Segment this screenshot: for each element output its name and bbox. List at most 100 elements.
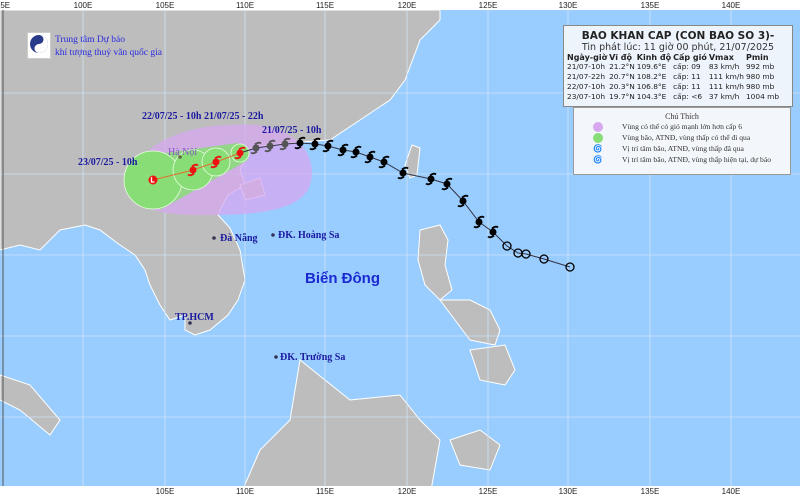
table-cell: 111 km/h: [708, 72, 744, 81]
axis-tick-label: 130E: [558, 487, 578, 496]
table-cell: 21/07-10h: [567, 62, 606, 71]
table-cell: cấp: 11: [673, 72, 701, 81]
past-storm-icon: [443, 180, 451, 188]
past-storm-icon: [459, 197, 467, 205]
table-cell: 20.3°N: [609, 82, 635, 91]
org-line2: khí tượng thuỷ văn quốc gia: [55, 48, 163, 58]
past-storm-icon-arm: [294, 136, 306, 150]
forecast-storm-icon-arm: [210, 155, 222, 169]
forecast-storm-icon-arm: [234, 146, 246, 160]
past-storm-icon: [380, 158, 388, 166]
hoangsa-marker: [271, 233, 275, 237]
organization-name: Trung tâm Dự báo khí tượng thuỷ văn quốc …: [55, 34, 162, 60]
forecast-track-line: [152, 152, 241, 181]
low-pressure-marker: [513, 248, 523, 258]
time-label: 21/07/25 - 10h: [262, 125, 322, 136]
past-storm-icon: [427, 175, 435, 183]
table-cell: 108.2°E: [636, 72, 667, 81]
axis-tick-label: 100E: [73, 1, 93, 10]
forecast-table: Ngày-giờ Vĩ độ Kinh độ Cấp gió Vmax Pmin 21/07…: [567, 53, 781, 102]
table-cell: 21.2°N: [609, 62, 635, 71]
axis-tick-label: 115E: [315, 487, 335, 496]
forecast-storm-icon: [189, 166, 197, 174]
legend-item: Vùng có thể có gió mạnh lớn hơn cấp 6: [574, 121, 790, 132]
nchmf-logo: [27, 32, 51, 59]
time-label: 22/07/25 - 10h: [142, 111, 202, 122]
danang-marker: [212, 236, 216, 240]
hanoi-marker: [178, 155, 182, 159]
hcm-marker: [188, 321, 192, 325]
axis-tick-label: 105E: [155, 487, 175, 496]
table-row: 23/07-10h 19.7°N 104.3°E cấp: <6 37 km/h 1004…: [567, 92, 781, 102]
past-storm-icon: [266, 142, 274, 150]
legend-label: Vùng bão, ATNĐ, vùng thấp có thể đi qua: [622, 133, 751, 142]
storm-track: [148, 136, 575, 359]
past-storm-icon: [296, 139, 304, 147]
sea-label: Biển Đông: [305, 270, 380, 287]
legend-label: Vùng có thể có gió mạnh lớn hơn cấp 6: [622, 122, 743, 131]
time-label: 21/07/25 - 22h: [204, 111, 264, 122]
table-cell: 23/07-10h: [567, 92, 606, 101]
column-header: Kinh độ: [636, 53, 672, 62]
past-symbols-icon: 🌀: [593, 144, 603, 153]
past-storm-icon-arm: [441, 177, 453, 191]
table-cell: 19.7°N: [609, 92, 635, 101]
city-danang: Đà Nẵng: [220, 233, 258, 244]
forecast-low-icon: [148, 175, 158, 185]
bulletin-title: BAO KHAN CAP (CON BAO SO 3)-: [581, 30, 775, 42]
axis-tick-label: 135E: [640, 1, 660, 10]
column-header: Vĩ độ: [609, 53, 633, 62]
axis-tick-label: 135E: [640, 487, 660, 496]
table-cell: 22/07-10h: [567, 82, 606, 91]
axis-tick-label: 110E: [235, 487, 255, 496]
past-storm-icon-arm: [457, 194, 469, 208]
table-cell: cấp: <6: [673, 92, 703, 101]
table-row: 22/07-10h 20.3°N 106.8°E cấp: 11 111 km/h 980…: [567, 82, 781, 92]
legend-label: Vị trí tâm bão, ATNĐ, vùng thấp hiện tại…: [622, 155, 772, 164]
table-cell: 106.8°E: [636, 82, 667, 91]
legend-title: Chú Thích: [665, 112, 699, 121]
axis-tick-label: 105E: [155, 1, 175, 10]
table-cell: 111 km/h: [708, 82, 744, 91]
axis-tick-label: 130E: [558, 1, 578, 10]
legend-panel: Chú Thích Vùng có thể có gió mạnh lớn hơ…: [573, 107, 791, 175]
axis-tick-label: 95E: [0, 1, 11, 10]
past-storm-icon: [339, 146, 347, 154]
table-cell: 21/07-22h: [567, 72, 606, 81]
past-storm-icon: [399, 169, 407, 177]
past-storm-icon-arm: [397, 166, 409, 180]
past-track-line: [239, 142, 571, 268]
table-cell: 37 km/h: [708, 92, 740, 101]
city-hanoi: Hà Nội: [168, 147, 198, 158]
axis-tick-label: 125E: [478, 1, 498, 10]
column-header: Ngày-giờ: [567, 53, 608, 62]
bulletin-panel: BAO KHAN CAP (CON BAO SO 3)- Tin phát lú…: [563, 25, 793, 107]
past-storm-icon: [324, 142, 332, 150]
table-row: 21/07-10h 21.2°N 109.6°E cấp: 09 83 km/h 992 …: [567, 62, 781, 72]
table-cell: cấp: 09: [673, 62, 701, 71]
table-cell: 20.7°N: [609, 72, 635, 81]
low-pressure-marker: [502, 241, 512, 251]
hoang-sa-label: ĐK. Hoàng Sa: [278, 230, 340, 241]
forecast-storm-icon: [236, 149, 244, 157]
past-storm-icon-arm: [487, 225, 499, 239]
org-line1: Trung tâm Dự báo: [55, 35, 125, 45]
table-cell: 104.3°E: [636, 92, 667, 101]
axis-tick-label: 115E: [315, 1, 335, 10]
low-letter: [150, 177, 155, 183]
column-header: Pmin: [745, 53, 769, 62]
past-storm-icon-arm: [350, 145, 362, 159]
past-storm-icon-arm: [309, 137, 321, 151]
axis-tick-label: 120E: [397, 487, 417, 496]
past-storm-icon: [352, 148, 360, 156]
past-storm-icon-arm: [364, 150, 376, 164]
bulletin-issued: Tin phát lúc: 11 giờ 00 phút, 21/07/2025: [581, 42, 775, 53]
legend-item: Vùng bão, ATNĐ, vùng thấp có thể đi qua: [574, 132, 790, 143]
column-header: Vmax: [708, 53, 734, 62]
past-storm-icon: [489, 228, 497, 236]
axis-tick-label: 120E: [397, 1, 417, 10]
low-pressure-marker: [565, 262, 575, 272]
table-cell: 980 mb: [745, 72, 775, 81]
past-storm-icon: [281, 140, 289, 148]
axis-tick-label: 140E: [721, 487, 741, 496]
